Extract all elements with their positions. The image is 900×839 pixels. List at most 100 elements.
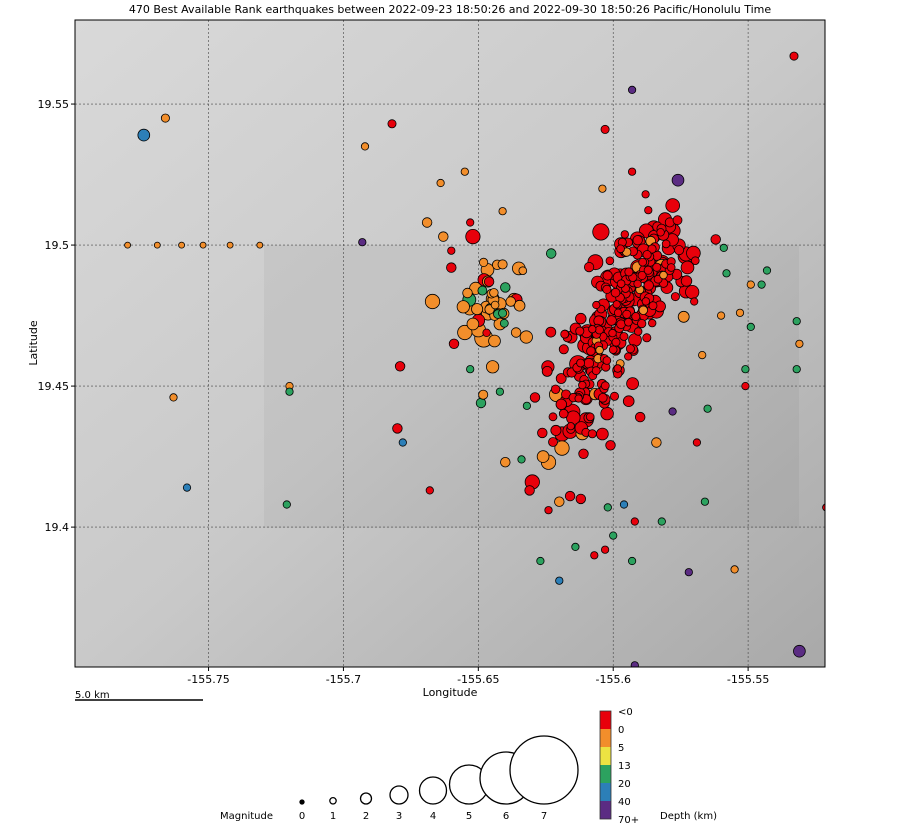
magnitude-legend-label: 0 — [299, 811, 305, 822]
earthquake-marker — [657, 517, 666, 526]
earthquake-marker — [153, 241, 161, 249]
earthquake-marker — [680, 275, 693, 287]
earthquake-marker — [199, 241, 207, 249]
depth-legend-label: 5 — [618, 743, 624, 754]
earthquake-marker — [627, 167, 637, 176]
earthquake-marker — [605, 440, 616, 451]
earthquake-marker — [590, 551, 599, 560]
earthquake-marker — [471, 303, 484, 316]
earthquake-marker — [600, 124, 610, 134]
earthquake-marker — [638, 305, 649, 316]
magnitude-legend-label: 7 — [541, 811, 547, 822]
earthquake-marker — [536, 450, 550, 463]
depth-legend-label: 70+ — [618, 815, 639, 826]
earthquake-marker — [793, 644, 806, 658]
scale-bar-label: 5.0 km — [75, 690, 110, 701]
earthquake-marker — [586, 346, 596, 356]
earthquake-marker — [587, 429, 597, 439]
earthquake-marker — [674, 245, 685, 256]
earthquake-marker — [824, 24, 825, 26]
depth-legend-title: Depth (km) — [660, 811, 717, 822]
earthquake-marker — [394, 361, 406, 372]
depth-legend: Depth (km) <0 0 5 13 20 40 70+ — [599, 707, 717, 826]
y-tick-label: 19.45 — [38, 380, 70, 393]
earthquake-marker — [555, 373, 567, 384]
depth-color-swatch — [600, 801, 611, 819]
earthquake-marker — [735, 308, 745, 317]
earthquake-marker — [605, 256, 615, 266]
earthquake-marker — [574, 394, 583, 403]
longitude-ticks: -155.75 -155.7 -155.65 -155.6 -155.55 — [187, 667, 769, 686]
earthquake-marker — [612, 300, 621, 309]
y-axis-label: Latitude — [27, 320, 40, 366]
earthquake-marker — [485, 360, 500, 374]
earthquake-marker — [456, 300, 470, 314]
magnitude-legend-circle — [299, 799, 305, 805]
earthquake-marker — [642, 333, 652, 343]
earthquake-marker — [741, 381, 750, 391]
earthquake-marker — [592, 300, 601, 310]
earthquake-marker — [616, 279, 626, 289]
earthquake-marker — [630, 517, 639, 526]
earthquake-marker — [642, 250, 652, 260]
earthquake-marker — [519, 330, 533, 344]
magnitude-legend-circle — [329, 796, 337, 805]
earthquake-marker — [583, 357, 595, 369]
earthquake-marker — [602, 284, 612, 294]
earthquake-marker — [789, 51, 799, 61]
earthquake-marker — [670, 292, 680, 302]
earthquake-marker — [722, 269, 731, 278]
earthquake-marker — [571, 542, 580, 552]
earthquake-marker — [498, 308, 508, 318]
y-tick-label: 19.5 — [45, 239, 70, 252]
earthquake-marker — [600, 406, 614, 421]
earthquake-marker — [698, 350, 707, 360]
earthquake-marker — [633, 279, 642, 288]
earthquake-marker — [648, 301, 658, 311]
x-tick-label: -155.7 — [326, 673, 361, 686]
earthquake-marker — [555, 576, 564, 585]
earthquake-marker — [619, 500, 629, 509]
earthquake-marker — [424, 293, 441, 310]
earthquake-marker — [518, 266, 528, 276]
earthquake-marker — [256, 241, 264, 249]
earthquake-marker — [703, 404, 712, 413]
earthquake-marker — [554, 440, 570, 456]
earthquake-marker — [627, 85, 637, 95]
depth-legend-label: 40 — [618, 797, 631, 808]
magnitude-legend-label: 1 — [330, 811, 336, 822]
earthquake-marker — [554, 496, 565, 507]
earthquake-marker — [546, 248, 557, 259]
earthquake-marker — [632, 235, 643, 246]
depth-color-swatch — [600, 765, 611, 783]
earthquake-marker — [137, 128, 151, 142]
earthquake-marker — [625, 344, 635, 354]
earthquake-marker — [597, 392, 608, 403]
earthquake-marker — [495, 387, 504, 396]
earthquake-marker — [465, 229, 481, 245]
earthquake-marker — [624, 317, 633, 327]
earthquake-marker — [719, 243, 728, 252]
earthquake-marker — [627, 556, 637, 566]
magnitude-legend-circle — [389, 785, 409, 805]
earthquake-marker — [603, 503, 612, 512]
earthquake-marker — [537, 427, 548, 439]
earthquake-marker — [741, 365, 750, 374]
earthquake-marker — [602, 356, 612, 365]
earthquake-marker — [160, 113, 170, 123]
chart-title: 470 Best Available Rank earthquakes betw… — [128, 3, 772, 16]
earthquake-marker — [575, 312, 587, 325]
earthquake-marker — [500, 457, 511, 468]
earthquake-marker — [598, 184, 607, 193]
map-frame — [74, 19, 826, 668]
earthquake-marker — [438, 231, 449, 242]
earthquake-marker — [619, 332, 629, 341]
earthquake-marker — [608, 328, 617, 338]
earthquake-marker — [489, 288, 499, 298]
earthquake-marker — [622, 309, 632, 319]
earthquake-marker — [611, 337, 621, 347]
magnitude-legend-label: 4 — [430, 811, 436, 822]
earthquake-marker — [680, 260, 695, 275]
earthquake-marker — [478, 257, 489, 267]
